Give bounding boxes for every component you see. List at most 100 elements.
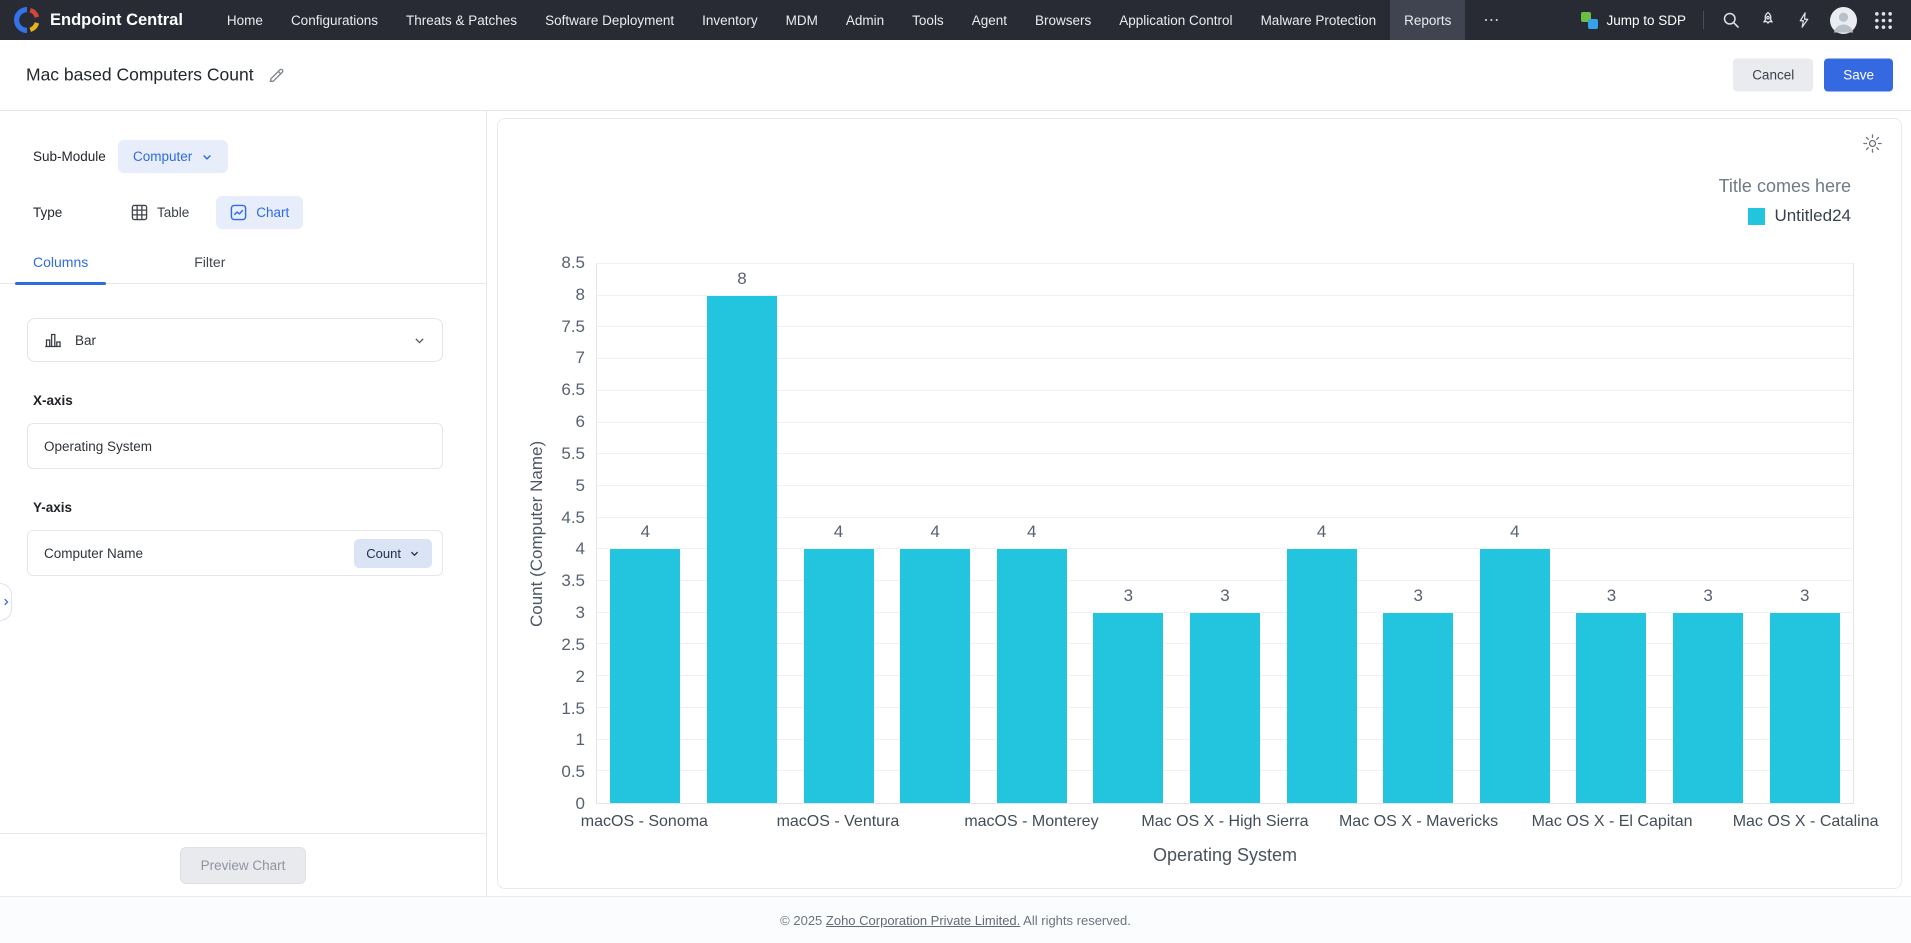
- page-header: Mac based Computers Count Cancel Save: [0, 40, 1911, 111]
- nav-item-configurations[interactable]: Configurations: [290, 12, 378, 28]
- bar-value-label: 8: [737, 268, 747, 288]
- y-axis-ticks: 0 0.5 1 1.5 2 2.5 3 3.5 4 4.5 5 5.5 6 6.5 7 7.5 8 8.5: [533, 253, 585, 813]
- bar-value-label: 3: [1413, 585, 1423, 605]
- cancel-button[interactable]: Cancel: [1733, 58, 1814, 92]
- bar-value-label: 4: [1316, 522, 1327, 542]
- nav-more-button[interactable]: ⋯: [1483, 12, 1501, 29]
- y-axis-field[interactable]: Computer Name Count: [27, 530, 443, 576]
- sdp-icon: [1581, 11, 1599, 29]
- edit-title-pencil-icon[interactable]: [267, 66, 286, 85]
- type-chart-option[interactable]: Chart: [216, 196, 304, 229]
- bar-value-label: 4: [640, 522, 651, 542]
- sub-module-label: Sub-Module: [33, 149, 106, 164]
- chart-settings-gear-icon[interactable]: [1862, 133, 1883, 154]
- type-table-option[interactable]: Table: [131, 204, 189, 221]
- legend-item[interactable]: Untitled24: [1748, 206, 1851, 226]
- nav-item-home[interactable]: Home: [226, 12, 263, 28]
- chevron-down-icon: [415, 337, 424, 343]
- x-axis-field[interactable]: Operating System: [27, 423, 443, 469]
- sub-module-dropdown[interactable]: Computer: [118, 140, 229, 173]
- panel-tabs: Columns Filter: [0, 254, 486, 285]
- y-tick-label: 2: [575, 666, 585, 686]
- bar-value-label: 4: [1510, 522, 1520, 542]
- gridline: [597, 326, 1853, 328]
- y-tick-label: 7.5: [561, 316, 585, 336]
- bar[interactable]: 3: [1769, 586, 1840, 803]
- bar[interactable]: 8: [706, 269, 777, 803]
- gridline: [597, 516, 1853, 518]
- tab-columns[interactable]: Columns: [15, 254, 107, 285]
- y-tick-label: 4: [575, 539, 585, 559]
- footer-copyright-prefix: © 2025: [780, 912, 826, 928]
- nav-item-software-deployment[interactable]: Software Deployment: [545, 12, 675, 28]
- top-navigation-bar: Endpoint Central Home Configurations Threa…: [0, 0, 1911, 40]
- nav-item-malware-protection[interactable]: Malware Protection: [1260, 12, 1377, 28]
- nav-item-agent[interactable]: Agent: [971, 12, 1007, 28]
- preview-chart-button[interactable]: Preview Chart: [179, 846, 307, 884]
- x-tick-label: macOS - Sonoma: [580, 813, 708, 830]
- panel-collapse-handle[interactable]: [0, 583, 12, 621]
- y-tick-label: 4.5: [561, 507, 585, 527]
- y-tick-label: 8: [575, 284, 585, 304]
- chart-type-value: Bar: [75, 332, 97, 348]
- nav-item-tools[interactable]: Tools: [912, 12, 944, 28]
- plot-area: 4 8 4 4 4 3 3 4 3 4 3 3 3: [596, 263, 1854, 804]
- bar-value-label: 4: [930, 522, 940, 542]
- nav-item-reports[interactable]: Reports: [1390, 0, 1466, 40]
- footer-copyright-suffix: All rights reserved.: [1020, 912, 1131, 928]
- report-config-panel: Sub-Module Computer Type Table Chart Col…: [0, 111, 487, 896]
- chart-title: Title comes here: [1718, 176, 1851, 196]
- save-button[interactable]: Save: [1824, 58, 1893, 92]
- apps-grid-icon[interactable]: [1874, 11, 1893, 30]
- type-chart-label: Chart: [256, 205, 290, 220]
- bar[interactable]: 3: [1383, 586, 1454, 803]
- chevron-right-icon: [3, 598, 8, 606]
- bar[interactable]: 3: [1093, 586, 1164, 803]
- gridline: [597, 484, 1853, 486]
- x-tick-label: macOS - Ventura: [776, 813, 900, 830]
- chart-type-select[interactable]: Bar: [27, 318, 443, 362]
- bar[interactable]: 4: [1286, 522, 1357, 803]
- plot-wrap: Count (Computer Name) 0 0.5 1 1.5 2 2.5 3 3.5 4 4…: [527, 253, 1879, 865]
- nav-item-mdm[interactable]: MDM: [785, 12, 818, 28]
- bar-value-label: 3: [1220, 585, 1230, 605]
- bar[interactable]: 4: [1479, 522, 1550, 803]
- tab-filter[interactable]: Filter: [194, 254, 226, 270]
- y-axis-field-value: Computer Name: [44, 545, 144, 561]
- y-tick-label: 5.5: [561, 443, 585, 463]
- search-icon[interactable]: [1721, 10, 1741, 30]
- bar-value-label: 3: [1703, 585, 1713, 605]
- bar[interactable]: 4: [803, 522, 874, 803]
- announcements-rocket-icon[interactable]: [1758, 10, 1778, 30]
- zia-lightning-icon[interactable]: [1795, 10, 1813, 30]
- user-avatar[interactable]: [1830, 6, 1857, 34]
- bar-value-label: 4: [833, 522, 844, 542]
- gridline: [597, 580, 1853, 582]
- legend-label: Untitled24: [1774, 206, 1851, 225]
- nav-item-browsers[interactable]: Browsers: [1034, 12, 1092, 28]
- chart-preview-card: Title comes here Untitled24 Count (Compu…: [497, 118, 1902, 889]
- bar-value-label: 3: [1799, 585, 1810, 605]
- bar[interactable]: 4: [996, 522, 1067, 803]
- aggregate-dropdown[interactable]: Count: [354, 538, 432, 568]
- nav-item-threats-patches[interactable]: Threats & Patches: [406, 12, 518, 28]
- bar[interactable]: 3: [1190, 586, 1260, 803]
- nav-item-application-control[interactable]: Application Control: [1119, 12, 1233, 28]
- nav-right-cluster: Jump to SDP: [1581, 6, 1911, 34]
- zoho-corporation-link[interactable]: Zoho Corporation Private Limited.: [825, 912, 1021, 928]
- bar[interactable]: 4: [610, 522, 681, 803]
- bar[interactable]: 3: [1673, 586, 1744, 803]
- gridline: [597, 611, 1853, 613]
- nav-item-admin[interactable]: Admin: [845, 12, 885, 28]
- bar[interactable]: 3: [1576, 586, 1647, 803]
- gridline: [597, 389, 1853, 391]
- y-axis-section-label: Y-axis: [33, 500, 73, 515]
- jump-to-sdp-button[interactable]: Jump to SDP: [1581, 11, 1686, 29]
- y-tick-label: 2.5: [561, 634, 585, 654]
- main-nav: Home Configurations Threats & Patches Softw…: [213, 0, 1466, 40]
- nav-item-inventory[interactable]: Inventory: [702, 12, 758, 28]
- bar-value-label: 3: [1123, 585, 1134, 605]
- brand[interactable]: Endpoint Central: [0, 7, 213, 33]
- bar[interactable]: 4: [900, 522, 971, 803]
- y-tick-label: 7: [575, 348, 585, 368]
